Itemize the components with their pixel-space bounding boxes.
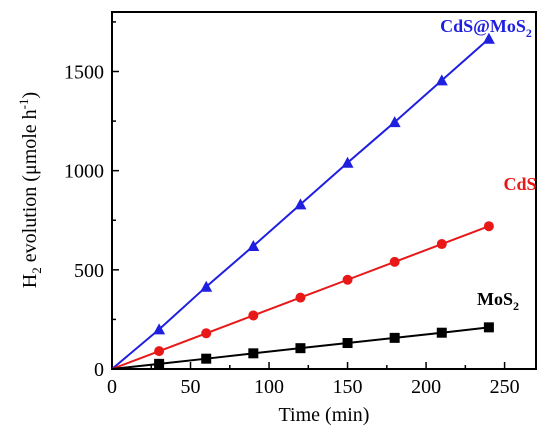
data-point-cds-mos2 (482, 32, 495, 44)
data-point-cds (154, 346, 165, 357)
data-point-cds-mos2 (200, 280, 213, 292)
axis-ticks: 0 50 100 150 200 250 0 500 1000 1500 (64, 21, 520, 398)
y-axis-title: H2 evolution (μmole h-1) (16, 92, 44, 288)
data-point-cds-mos2 (435, 74, 448, 86)
data-point-cds-mos2 (294, 198, 307, 210)
data-point-cds (483, 221, 494, 232)
x-tick-label: 200 (411, 376, 441, 398)
data-point-cds (436, 239, 447, 250)
data-point-cds-mos2 (341, 156, 354, 168)
x-tick-label: 50 (181, 376, 201, 398)
data-point-mos2 (154, 358, 165, 369)
data-point-mos2 (436, 327, 447, 338)
y-tick-label: 1000 (64, 161, 104, 183)
y-tick-label: 500 (74, 260, 104, 282)
data-point-cds-mos2 (388, 116, 401, 128)
series-labels: CdS@MoS2 CdS MoS2 (440, 16, 536, 313)
x-tick-label: 100 (254, 376, 284, 398)
data-point-cds (248, 310, 259, 321)
y-tick-label: 1500 (64, 62, 104, 84)
data-point-cds (389, 256, 400, 267)
data-point-cds (295, 292, 306, 303)
x-axis-title: Time (min) (279, 404, 370, 426)
series-layer (111, 32, 495, 370)
data-point-mos2 (342, 338, 353, 349)
series-label-cds: CdS (503, 174, 536, 194)
data-point-mos2 (483, 322, 494, 333)
series-label-mos2: MoS2 (477, 289, 519, 313)
data-point-cds-mos2 (247, 240, 260, 252)
plot-frame (111, 11, 537, 370)
data-point-cds-mos2 (153, 323, 166, 335)
data-point-cds (342, 274, 353, 285)
data-point-mos2 (201, 353, 212, 364)
y-tick-label: 0 (94, 359, 104, 381)
data-point-mos2 (389, 332, 400, 343)
data-point-cds (201, 328, 212, 339)
x-tick-label: 150 (333, 376, 363, 398)
series-label-cds-mos2: CdS@MoS2 (440, 16, 532, 40)
x-tick-label: 0 (107, 376, 117, 398)
x-tick-label: 250 (490, 376, 520, 398)
data-point-mos2 (295, 343, 306, 354)
data-point-mos2 (248, 348, 259, 359)
